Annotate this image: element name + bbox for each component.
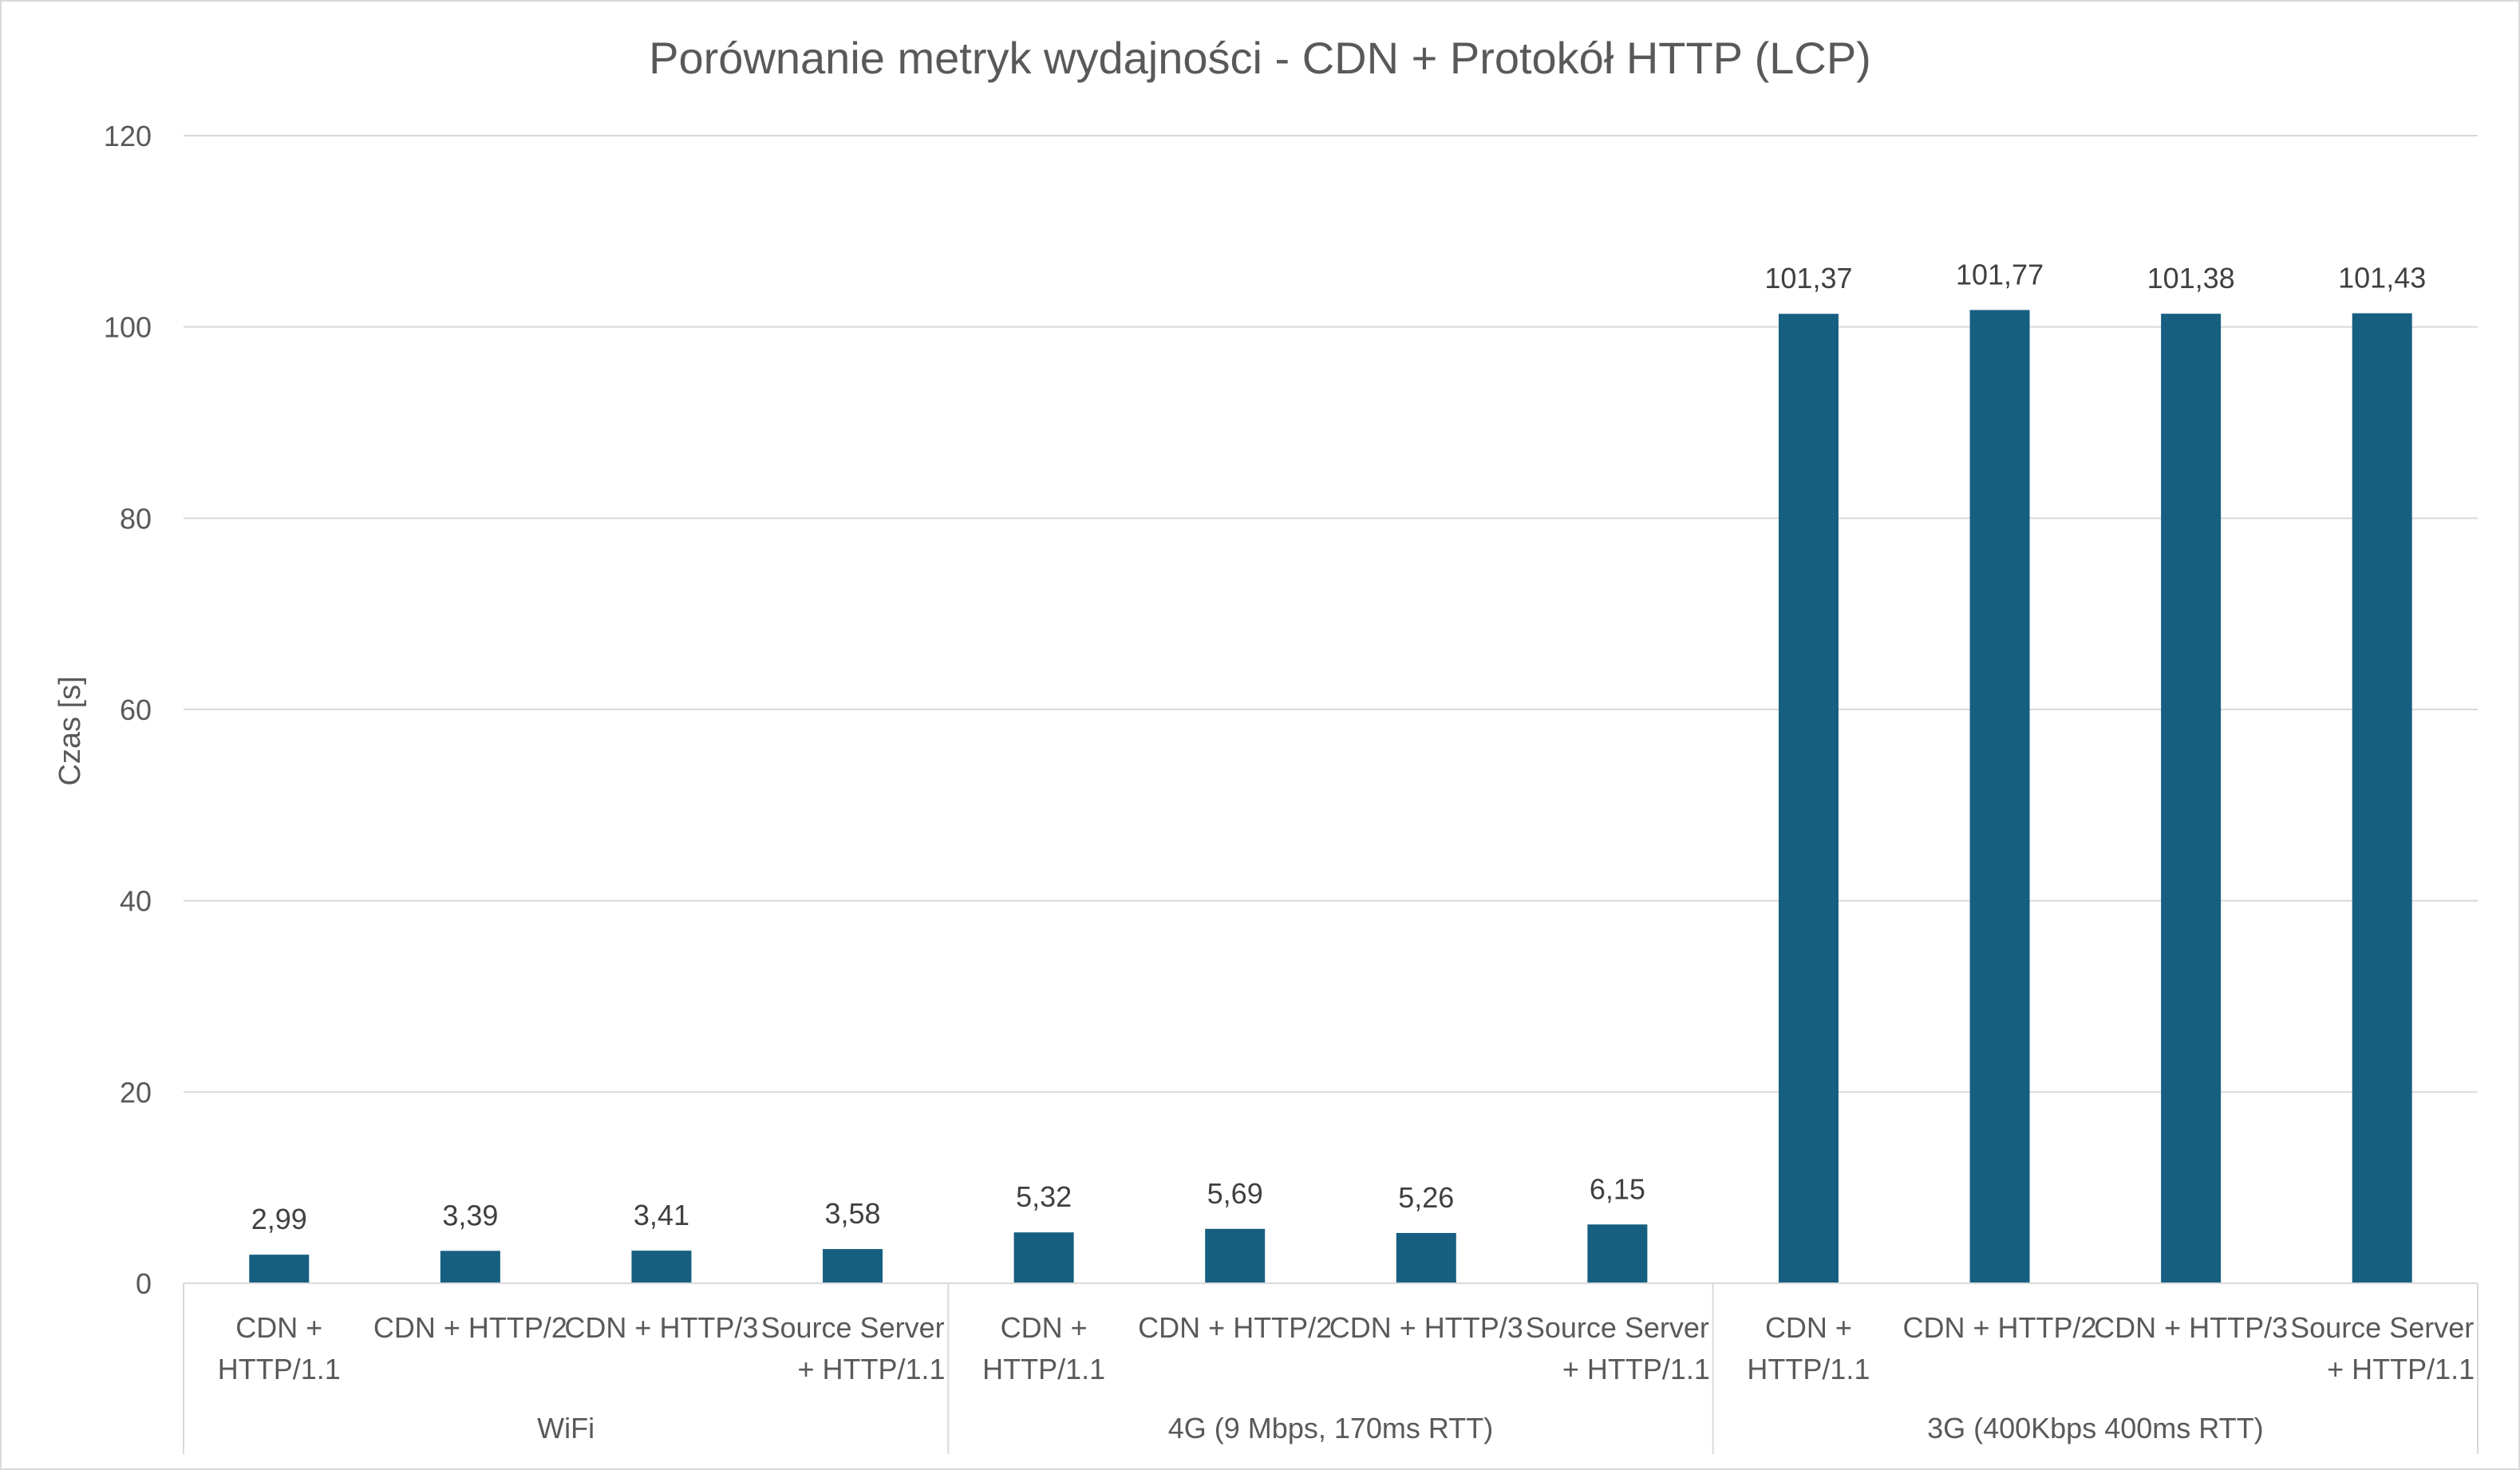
y-tick-label: 60 [120,694,152,726]
x-tick-label: CDN + [1765,1311,1852,1344]
gridlines [184,135,2478,1093]
x-tick-label: HTTP/1.1 [1747,1353,1870,1385]
bar [1396,1232,1456,1283]
data-label: 3,58 [825,1197,881,1230]
x-tick-label: CDN + [235,1311,322,1344]
x-tick-label: CDN + HTTP/2 [1903,1311,2097,1344]
group-label: 4G (9 Mbps, 170ms RTT) [1168,1412,1493,1444]
data-label: 6,15 [1590,1172,1645,1205]
data-label: 5,69 [1207,1177,1263,1210]
y-tick-label: 40 [120,885,152,918]
x-tick-label: HTTP/1.1 [982,1353,1105,1385]
data-label: 3,41 [634,1199,689,1231]
bar [1778,314,1839,1283]
y-tick-label: 20 [120,1076,152,1108]
x-tick-label: CDN + HTTP/3 [564,1311,758,1344]
bar [1969,310,2030,1283]
data-label: 2,99 [251,1203,307,1235]
x-tick-label: Source Server [760,1311,944,1344]
y-tick-label: 80 [120,502,152,535]
chart-title: Porównanie metryk wydajności - CDN + Pro… [649,33,1871,83]
x-tick-label: CDN + HTTP/3 [2094,1311,2288,1344]
bars [249,310,2412,1284]
y-tick-label: 100 [104,311,152,344]
data-label: 101,77 [1956,258,2044,290]
y-axis-label: Czas [s] [53,676,87,785]
y-axis-ticks: 0 20 40 60 80 100 120 [104,120,152,1300]
y-tick-label: 0 [136,1267,152,1300]
x-tick-label: + HTTP/1.1 [797,1353,945,1385]
bar [631,1251,692,1283]
bar [1013,1232,1074,1283]
y-tick-label: 120 [104,120,152,152]
data-label: 5,26 [1398,1181,1454,1214]
data-label: 5,32 [1016,1180,1072,1213]
bar [823,1249,883,1283]
x-tick-label: + HTTP/1.1 [2327,1353,2475,1385]
bar [2352,313,2412,1283]
x-tick-label: CDN + [1001,1311,1088,1344]
x-tick-label: CDN + HTTP/2 [1138,1311,1332,1344]
data-labels: 2,99 3,39 3,41 3,58 5,32 5,69 5,26 6,15 101,37 10… [251,258,2427,1235]
x-tick-label: CDN + HTTP/2 [373,1311,567,1344]
x-tick-label: CDN + HTTP/3 [1329,1311,1523,1344]
bar [2161,314,2222,1284]
group-label: WiFi [537,1412,594,1444]
data-label: 101,43 [2338,262,2426,294]
group-label: 3G (400Kbps 400ms RTT) [1927,1412,2264,1444]
x-tick-label: HTTP/1.1 [218,1353,341,1385]
bar [440,1251,500,1283]
data-label: 3,39 [442,1199,498,1231]
x-tick-label: + HTTP/1.1 [1562,1353,1710,1385]
bar [249,1255,310,1283]
bar [1587,1224,1648,1283]
data-label: 101,37 [1764,262,1852,294]
x-tick-label: Source Server [1526,1311,1709,1344]
data-label: 101,38 [2147,262,2235,294]
x-tick-label: Source Server [2290,1311,2474,1344]
bar [1205,1228,1266,1283]
